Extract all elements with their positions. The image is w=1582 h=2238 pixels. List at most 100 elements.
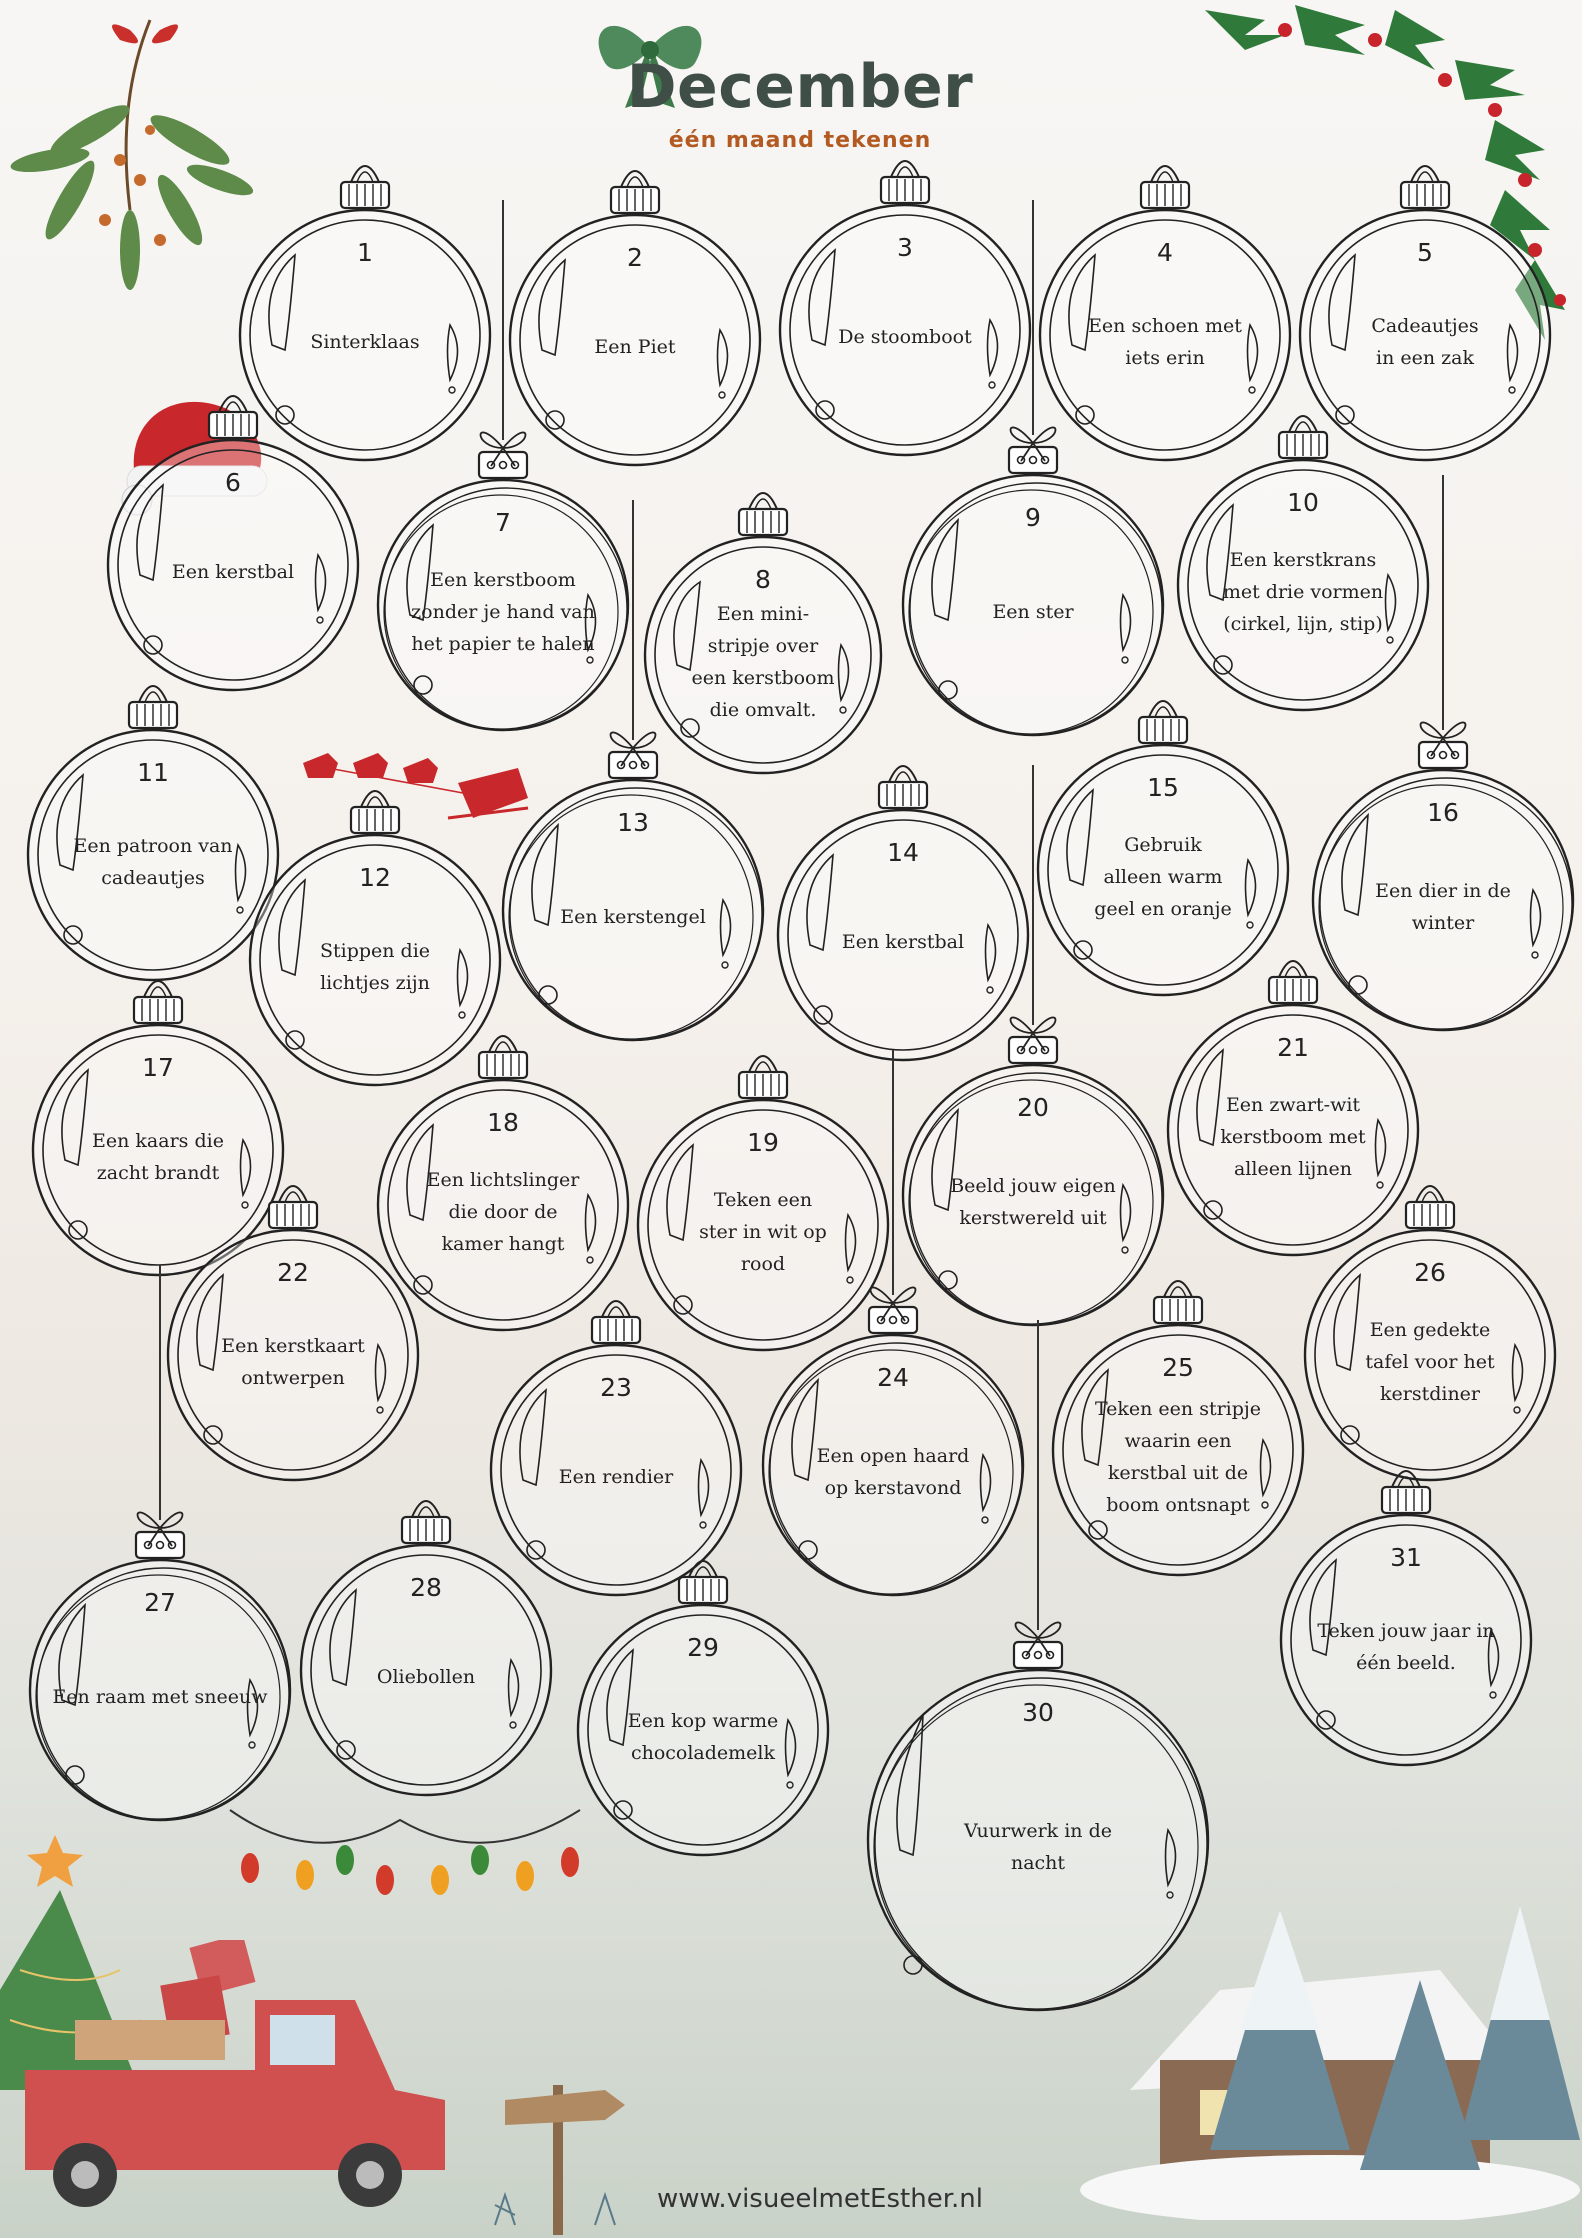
fairy-lights-illustration: [229, 1809, 581, 1895]
ornament-day-1: 1 Sinterklaas: [230, 135, 500, 470]
ornament-outline: [1051, 1280, 1305, 1577]
ornament-day-24: 24 Een open haard op kerstavond: [753, 1260, 1033, 1605]
ornament-day-8: 8 Een mini- stripje over een kerstboom di…: [635, 462, 891, 783]
ornament-outline: [761, 1286, 1025, 1597]
ornament-day-19: 19 Teken een ster in wit op rood: [628, 1025, 898, 1360]
ornament-string: [1037, 1320, 1039, 1630]
ornament-outline: [376, 431, 630, 732]
ornament-outline: [1036, 700, 1290, 997]
day-prompt: Teken een ster in wit op rood: [699, 1189, 827, 1275]
day-number: 22: [277, 1258, 309, 1287]
day-number: 20: [1017, 1093, 1049, 1122]
day-number: 12: [359, 863, 391, 892]
ornament-day-4: 4 Een schoen met iets erin: [1030, 135, 1300, 470]
day-prompt: Teken jouw jaar in één beeld.: [1317, 1620, 1495, 1674]
day-number: 16: [1427, 798, 1459, 827]
day-number: 18: [487, 1108, 519, 1137]
ornament-day-31: 31 Teken jouw jaar in één beeld.: [1271, 1440, 1541, 1775]
ornament-outline: [776, 765, 1030, 1062]
day-number: 31: [1390, 1543, 1422, 1572]
ornament-outline: [636, 1055, 890, 1352]
day-number: 17: [142, 1053, 174, 1082]
day-prompt: Een dier in de winter: [1375, 880, 1511, 934]
ornament-outline: [28, 1511, 292, 1822]
ornament-day-25: 25 Teken een stripje waarin een kerstbal …: [1043, 1250, 1313, 1585]
ornament-outline: [1279, 1470, 1533, 1767]
day-prompt: Een kerstengel: [560, 906, 706, 928]
ornament-outline: [1038, 165, 1292, 462]
ornament-outline: [1176, 415, 1430, 712]
page-title: December: [626, 52, 974, 122]
day-number: 24: [877, 1363, 909, 1392]
day-prompt: Een kaars die zacht brandt: [92, 1130, 224, 1184]
ornament-outline: [31, 980, 285, 1277]
ornament-string: [632, 500, 634, 740]
ornament-outline: [1298, 165, 1552, 462]
day-number: 4: [1157, 238, 1173, 267]
ornament-outline: [1166, 960, 1420, 1257]
ornament-outline: [643, 492, 883, 775]
day-number: 15: [1147, 773, 1179, 802]
bow-illustration: [598, 25, 702, 108]
ornament-string: [159, 1265, 161, 1520]
day-number: 8: [755, 565, 771, 594]
ornament-string: [1032, 765, 1034, 1025]
ornament-string: [1442, 475, 1444, 730]
day-number: 27: [144, 1588, 176, 1617]
ornament-string: [1032, 200, 1034, 435]
ornament-outline: [166, 1185, 420, 1482]
day-number: 21: [1277, 1033, 1309, 1062]
day-prompt: Een mini- stripje over een kerstboom die…: [691, 603, 835, 721]
day-number: 14: [887, 838, 919, 867]
page-subtitle: één maand tekenen: [668, 128, 932, 153]
day-prompt: Een Piet: [594, 336, 676, 358]
day-number: 1: [357, 238, 373, 267]
ornament-outline: [901, 1016, 1165, 1327]
ornament-day-13: 13 Een kerstengel: [493, 705, 773, 1050]
day-number: 5: [1417, 238, 1433, 267]
day-number: 11: [137, 758, 169, 787]
ornament-day-14: 14 Een kerstbal: [768, 735, 1038, 1070]
day-number: 10: [1287, 488, 1319, 517]
day-prompt: Een kerstbal: [171, 561, 295, 583]
ornament-outline: [489, 1300, 743, 1597]
day-prompt: Een zwart-wit kerstboom met alleen lijne…: [1220, 1094, 1366, 1180]
ornament-day-11: 11 Een patroon van cadeautjes: [18, 655, 288, 990]
ornament-outline: [501, 731, 765, 1042]
day-prompt: Een raam met sneeuw: [52, 1686, 268, 1708]
day-prompt: Een kop warme chocolademelk: [627, 1710, 779, 1764]
day-prompt: Een kerstboom zonder je hand van het pap…: [411, 569, 595, 655]
ornament-day-12: 12 Stippen die lichtjes zijn: [240, 760, 510, 1095]
snowy-cabin-illustration: [1080, 1905, 1580, 2220]
day-number: 29: [687, 1633, 719, 1662]
ornament-outline: [866, 1621, 1210, 2012]
ornament-day-17: 17 Een kaars die zacht brandt: [23, 950, 293, 1285]
day-number: 25: [1162, 1353, 1194, 1382]
ornament-day-18: 18 Een lichtslinger die door de kamer han…: [368, 1005, 638, 1340]
mistletoe-illustration: [10, 19, 254, 290]
day-prompt: Een open haard op kerstavond: [816, 1445, 970, 1499]
ornament-day-26: 26 Een gedekte tafel voor het kerstdiner: [1295, 1155, 1565, 1490]
ornament-day-2: 2 Een Piet: [500, 140, 770, 475]
day-prompt: Sinterklaas: [310, 331, 420, 353]
day-prompt: Oliebollen: [376, 1666, 476, 1688]
day-prompt: Cadeautjes in een zak: [1371, 315, 1479, 369]
ornament-outline: [778, 160, 1032, 457]
ornament-string: [502, 200, 504, 440]
ornament-day-23: 23 Een rendier: [481, 1270, 751, 1605]
holly-illustration: [1205, 5, 1566, 340]
ornament-day-20: 20 Beeld jouw eigen kerstwereld uit: [893, 990, 1173, 1335]
ornament-day-7: 7 Een kerstboom zonder je hand van het pa…: [368, 405, 638, 740]
ornament-outline: [376, 1035, 630, 1332]
red-truck-illustration: [25, 1940, 445, 2207]
day-number: 9: [1025, 503, 1041, 532]
ornament-string: [892, 1050, 894, 1295]
day-number: 7: [495, 508, 511, 537]
day-number: 3: [897, 233, 913, 262]
day-prompt: Stippen die lichtjes zijn: [319, 940, 431, 994]
day-prompt: Een kerstbal: [841, 931, 965, 953]
day-prompt: Een schoen met iets erin: [1088, 315, 1242, 369]
day-prompt: De stoomboot: [838, 326, 972, 348]
ornament-day-30: 30 Vuurwerk in de nacht: [858, 1595, 1218, 2020]
ornament-day-5: 5 Cadeautjes in een zak: [1290, 135, 1560, 470]
